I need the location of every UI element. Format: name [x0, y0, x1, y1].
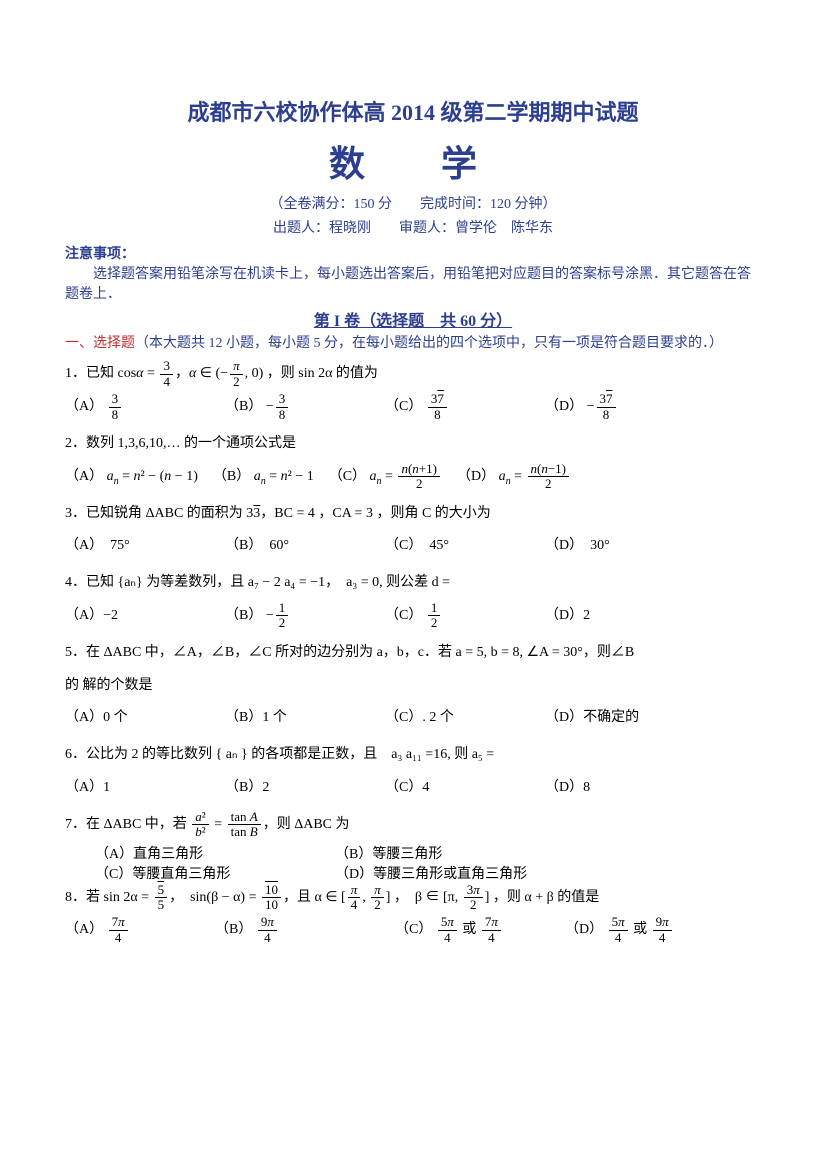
q4-optD: （D）2 — [545, 601, 705, 632]
question-3: 3．已知锐角 ΔABC 的面积为 33，BC = 4 ，CA = 3 ，则角 C… — [65, 499, 761, 530]
q8-optB: （B） 9π4 — [215, 915, 395, 946]
q6-optB: （B）2 — [225, 773, 385, 804]
q4-optB: （B） −12 — [225, 601, 385, 632]
q2-options: （A） an = n² − (n − 1) （B） an = n² − 1 （C… — [65, 462, 761, 493]
q5-optC: （C）. 2 个 — [385, 703, 545, 734]
q6-optA: （A）1 — [65, 773, 225, 804]
section-1-intro-body: （本大题共 12 小题，每小题 5 分，在每小题给出的四个选项中，只有一项是符合… — [135, 336, 723, 351]
q7-post: ，则 ΔABC 为 — [263, 817, 350, 832]
q8-pre: 8．若 sin 2α = — [65, 890, 153, 905]
q1-options: （A） 38 （B） −38 （C） 378 （D） −378 — [65, 392, 761, 423]
question-1: 1．已知 cosα = 34，α ∈ (−π2, 0) ，则 sin 2α 的值… — [65, 359, 761, 390]
section-1-header: 第 I 卷（选择题 共 60 分） — [65, 307, 761, 331]
q7-pre: 7．在 ΔABC 中，若 — [65, 817, 190, 832]
q5-optA: （A）0 个 — [65, 703, 225, 734]
q2-optA: （A） an = n² − (n − 1) — [65, 462, 198, 493]
q8-f4: π2 — [371, 883, 384, 913]
q8-m1: ， sin(β − α) = — [169, 890, 260, 905]
q7-optA: （A）直角三角形 — [65, 843, 335, 863]
q8-f5: 3π2 — [464, 883, 483, 913]
q1-mid: ，则 sin 2α 的值为 — [267, 366, 378, 381]
q3-pre: 3．已知锐角 ΔABC 的面积为 3 — [65, 506, 253, 521]
q3-optD: （D） 30° — [545, 531, 705, 562]
q7-options: （A）直角三角形 （B）等腰三角形 （C）等腰直角三角形 （D）等腰三角形或直角… — [65, 843, 761, 883]
q8-post: ] ，则 α + β 的值是 — [485, 890, 600, 905]
q5-optD: （D）不确定的 — [545, 703, 705, 734]
q8-m2: ，且 α ∈ [ — [283, 890, 346, 905]
q3-optC: （C） 45° — [385, 531, 545, 562]
question-5: 5．在 ΔABC 中，∠A，∠B，∠C 所对的边分别为 a，b，c．若 a = … — [65, 638, 761, 669]
q7-optC: （C）等腰直角三角形 — [65, 863, 335, 883]
q8-f3: π4 — [348, 883, 361, 913]
exam-info: （全卷满分：150 分 完成时间：120 分钟） — [65, 193, 761, 213]
question-2: 2．数列 1,3,6,10,… 的一个通项公式是 — [65, 429, 761, 460]
q1-optC: （C） 378 — [385, 392, 545, 423]
q1-frac1: 34 — [160, 359, 173, 389]
subject-title: 数 学 — [65, 135, 761, 187]
q4-options: （A）−2 （B） −12 （C） 12 （D）2 — [65, 601, 761, 632]
q4-optC: （C） 12 — [385, 601, 545, 632]
q5-options: （A）0 个 （B）1 个 （C）. 2 个 （D）不确定的 — [65, 703, 761, 734]
exam-title: 成都市六校协作体高 2014 级第二学期期中试题 — [65, 95, 761, 127]
q5-optB: （B）1 个 — [225, 703, 385, 734]
q3-optB: （B） 60° — [225, 531, 385, 562]
notice-body: 选择题答案用铅笔涂写在机读卡上，每小题选出答案后，用铅笔把对应题目的答案标号涂黑… — [65, 263, 761, 303]
q7-optB: （B）等腰三角形 — [335, 843, 605, 863]
notice-header: 注意事项： — [65, 243, 761, 263]
section-1-intro-prefix: 一、选择题 — [65, 336, 135, 351]
q1-alpha: α — [136, 366, 143, 381]
q7-frac-left: a²b² — [192, 810, 208, 840]
q8-optC: （C） 5π4 或 7π4 — [395, 915, 565, 946]
q7-optD: （D）等腰三角形或直角三角形 — [335, 863, 605, 883]
q7-frac-right: tan Atan B — [228, 810, 261, 840]
q1-pre: 1．已知 cos — [65, 366, 136, 381]
authors: 出题人：程晓刚 审题人：曾学伦 陈华东 — [65, 217, 761, 237]
q1-optA: （A） 38 — [65, 392, 225, 423]
q3-optA: （A） 75° — [65, 531, 225, 562]
q2-optB: （B） an = n² − 1 — [213, 462, 314, 493]
q8-f2: 1010 — [262, 883, 281, 913]
q8-m3: ] ， β ∈ [π, — [386, 890, 462, 905]
q1-optD: （D） −378 — [545, 392, 705, 423]
q3-options: （A） 75° （B） 60° （C） 45° （D） 30° — [65, 531, 761, 562]
q6-optC: （C）4 — [385, 773, 545, 804]
q6-options: （A）1 （B）2 （C）4 （D）8 — [65, 773, 761, 804]
q3-post: ，BC = 4 ，CA = 3 ，则角 C 的大小为 — [260, 506, 490, 521]
q8-optA: （A） 7π4 — [65, 915, 215, 946]
question-6: 6．公比为 2 的等比数列 { aₙ } 的各项都是正数，且 a₃ a₁₁ =1… — [65, 740, 761, 771]
question-4: 4．已知 {aₙ} 为等差数列，且 a₇ − 2 a₄ = −1， a₃ = 0… — [65, 568, 761, 599]
question-8: 8．若 sin 2α = 55， sin(β − α) = 1010，且 α ∈… — [65, 883, 761, 914]
question-7: 7．在 ΔABC 中，若 a²b² = tan Atan B，则 ΔABC 为 — [65, 810, 761, 841]
q2-optC: （C） an = n(n+1)2 — [329, 462, 442, 493]
q4-optA: （A）−2 — [65, 601, 225, 632]
question-5b: 的 解的个数是 — [65, 671, 761, 702]
q8-optD: （D） 5π4 或 9π4 — [565, 915, 674, 946]
q2-optD: （D） an = n(n−1)2 — [457, 462, 571, 493]
section-1-intro: 一、选择题（本大题共 12 小题，每小题 5 分，在每小题给出的四个选项中，只有… — [65, 333, 761, 355]
q1-optB: （B） −38 — [225, 392, 385, 423]
q8-options: （A） 7π4 （B） 9π4 （C） 5π4 或 7π4 （D） 5π4 或 … — [65, 915, 761, 946]
q6-optD: （D）8 — [545, 773, 705, 804]
q8-f1: 55 — [155, 883, 168, 913]
